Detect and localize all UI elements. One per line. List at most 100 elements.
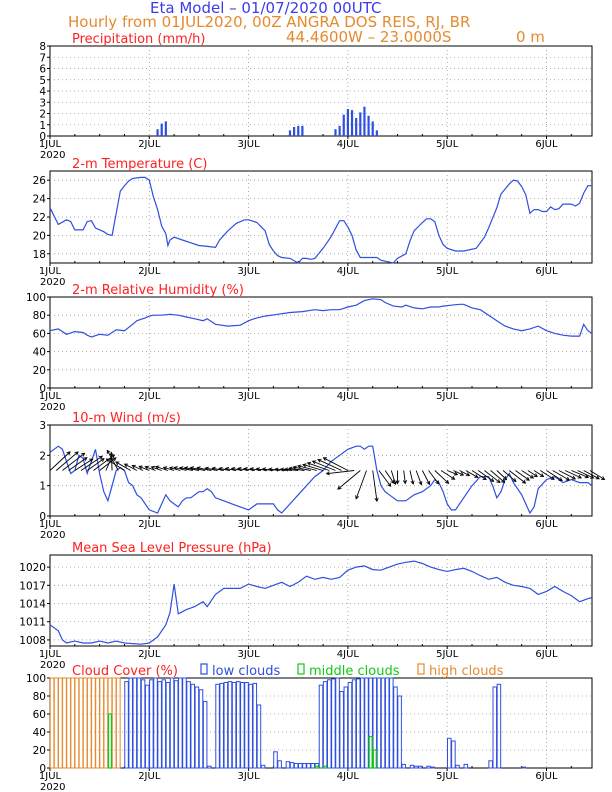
middle-cloud-bar bbox=[314, 765, 319, 769]
x-tick-label: 6JUL bbox=[535, 519, 558, 530]
low-cloud-bar bbox=[277, 760, 282, 769]
wind-vector-head bbox=[74, 451, 79, 456]
wind-vector-head bbox=[600, 476, 606, 480]
x-tick-label: 5JUL bbox=[436, 266, 459, 277]
low-cloud-bar bbox=[488, 760, 493, 769]
y-tick-label: 26 bbox=[33, 175, 47, 187]
low-cloud-bar bbox=[248, 683, 253, 769]
low-cloud-bar bbox=[157, 681, 162, 769]
x-tick-label: 1JUL bbox=[39, 266, 62, 277]
wind-vector-head bbox=[374, 497, 379, 503]
low-cloud-bar bbox=[293, 763, 299, 769]
x-tick-label: 3JUL bbox=[237, 266, 260, 277]
x-tick-label: 1JUL bbox=[39, 771, 62, 782]
y-tick-label: 20 bbox=[33, 365, 46, 377]
x-tick-label: 5JUL bbox=[436, 139, 459, 150]
low-cloud-bar bbox=[260, 764, 266, 769]
wind-vector bbox=[471, 470, 487, 480]
low-cloud-bar bbox=[360, 677, 365, 769]
low-cloud-bar bbox=[273, 751, 278, 769]
low-cloud-bar bbox=[194, 686, 200, 769]
y-tick-label: 40 bbox=[33, 727, 46, 739]
chart-header: Eta Model – 01/07/2020 00UTC Hourly from… bbox=[0, 0, 612, 50]
wind-vector-head bbox=[154, 465, 160, 470]
legend-low-clouds: low clouds bbox=[212, 664, 281, 679]
y-tick-label: 0 bbox=[39, 383, 46, 395]
wind-vector-head bbox=[392, 480, 397, 486]
wind-vector-head bbox=[322, 457, 327, 461]
low-cloud-bar bbox=[190, 683, 196, 769]
middle-cloud-bar bbox=[368, 735, 373, 769]
wind-vector-head bbox=[162, 466, 168, 471]
wind-vector bbox=[174, 467, 187, 471]
low-cloud-bar bbox=[244, 682, 249, 769]
wind-vector bbox=[86, 458, 105, 471]
low-cloud-bar bbox=[169, 677, 175, 769]
y-tick-label: 6 bbox=[39, 64, 46, 76]
precip-bar bbox=[160, 123, 163, 136]
legend-middle-clouds-swatch bbox=[297, 663, 305, 675]
wind-vector bbox=[262, 468, 274, 471]
low-cloud-bar bbox=[140, 679, 146, 769]
wind-vector-head bbox=[496, 479, 501, 484]
wind-vector bbox=[577, 470, 594, 479]
wind-vector bbox=[583, 470, 600, 480]
precip-bar bbox=[350, 110, 354, 136]
x-year-label: 2020 bbox=[40, 530, 65, 541]
wind-vector-head bbox=[589, 474, 595, 479]
y-tick-label: 1011 bbox=[19, 617, 46, 629]
wind-vector-head bbox=[83, 457, 88, 461]
wind-vector bbox=[521, 470, 534, 479]
x-tick-label: 3JUL bbox=[237, 139, 260, 150]
wind-vector bbox=[564, 470, 582, 479]
wind-vector-head bbox=[539, 473, 545, 478]
wind-vector-head bbox=[115, 461, 120, 466]
wind-vector-head bbox=[196, 466, 201, 471]
wind-vector-head bbox=[465, 472, 471, 477]
y-tick-label: 80 bbox=[33, 310, 46, 322]
precip-bar bbox=[371, 121, 374, 136]
wind-vector bbox=[384, 470, 395, 484]
wind-vector-head bbox=[577, 474, 582, 479]
wind-vector-head bbox=[211, 466, 216, 471]
x-tick-label: 1JUL bbox=[39, 139, 62, 150]
wind-vector bbox=[490, 470, 505, 483]
wind-vector-head bbox=[173, 466, 178, 471]
wind-vector-head bbox=[297, 464, 302, 469]
wind-vector-head bbox=[144, 465, 149, 470]
plot-frame bbox=[49, 554, 593, 647]
wind-vector-head bbox=[230, 466, 236, 471]
wind-vector-head bbox=[100, 458, 105, 463]
wind-vector-head bbox=[138, 465, 143, 470]
wind-vector-head bbox=[550, 476, 555, 480]
x-tick-label: 5JUL bbox=[436, 771, 459, 782]
y-tick-label: 60 bbox=[33, 709, 46, 721]
y-tick-label: 22 bbox=[33, 212, 46, 224]
wind-vector-head bbox=[179, 466, 184, 471]
wind-vector-head bbox=[533, 473, 539, 478]
low-cloud-bar bbox=[492, 686, 498, 769]
x-tick-label: 4JUL bbox=[337, 266, 360, 277]
wind-vector bbox=[293, 466, 311, 471]
wind-vector-head bbox=[453, 471, 459, 476]
low-cloud-bar bbox=[207, 765, 212, 769]
legend-middle-clouds: middle clouds bbox=[309, 664, 400, 679]
panel-slp: 1008 1011 1014 1017 1020 1JUL 2JUL 3JUL 4JUL 5JUL… bbox=[19, 541, 593, 671]
wind-vector bbox=[453, 470, 464, 476]
low-cloud-bar bbox=[165, 682, 171, 769]
wind-vector-head bbox=[243, 467, 248, 472]
x-year-label: 2020 bbox=[40, 150, 65, 161]
precip-bar bbox=[297, 125, 300, 136]
high-cloud-bar bbox=[115, 677, 121, 769]
x-tick-label: 6JUL bbox=[535, 391, 558, 402]
wind-vector-head bbox=[106, 449, 111, 454]
wind-vector-head bbox=[224, 466, 230, 471]
y-tick-label: 0 bbox=[39, 763, 46, 775]
wind-vector bbox=[74, 458, 93, 471]
wind-vector-head bbox=[292, 465, 297, 470]
wind-vector-head bbox=[131, 464, 136, 469]
low-cloud-bar bbox=[153, 677, 158, 769]
low-cloud-bar bbox=[231, 682, 237, 769]
x-tick-label: 6JUL bbox=[535, 266, 558, 277]
